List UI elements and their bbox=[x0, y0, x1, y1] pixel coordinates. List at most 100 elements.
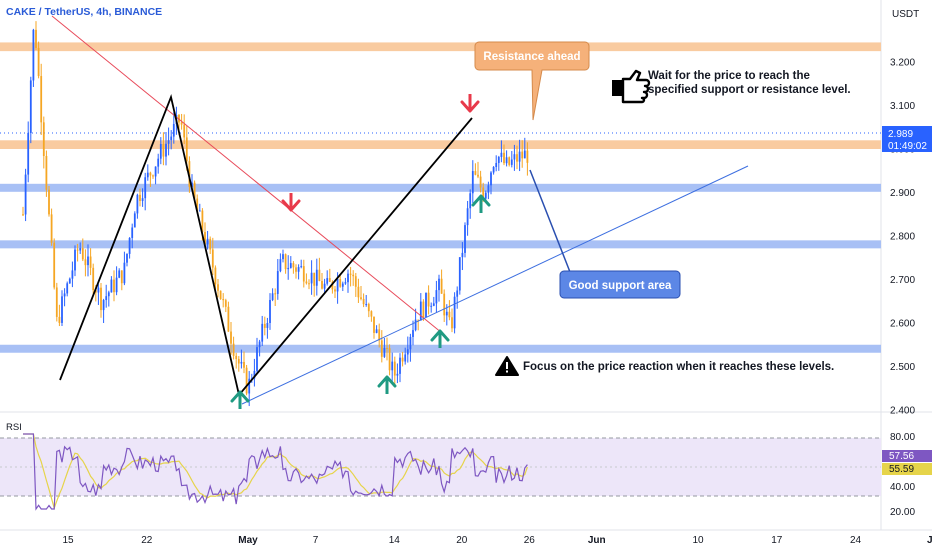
candle-body bbox=[211, 249, 214, 268]
candle-body bbox=[185, 137, 188, 162]
time-label: 10 bbox=[692, 535, 704, 546]
candle-body bbox=[37, 47, 40, 77]
up-arrow-icon bbox=[377, 375, 397, 394]
candle-body bbox=[66, 283, 69, 294]
candle-body bbox=[399, 357, 401, 374]
candle-body bbox=[89, 256, 92, 268]
candle-body bbox=[227, 306, 230, 332]
ascending-trendline bbox=[241, 165, 749, 405]
time-label: 17 bbox=[771, 535, 783, 546]
rsi-tick-label: 80.00 bbox=[890, 432, 915, 443]
candle-body bbox=[172, 123, 175, 137]
candle-body bbox=[391, 361, 394, 371]
candle-body bbox=[133, 213, 136, 228]
candle-body bbox=[414, 319, 417, 331]
candle-body bbox=[97, 287, 100, 293]
down-arrow-icon bbox=[460, 94, 480, 113]
candle-body bbox=[198, 210, 201, 212]
candle-body bbox=[115, 277, 118, 293]
candle-body bbox=[328, 278, 331, 282]
candle-body bbox=[354, 276, 357, 287]
time-label: 7 bbox=[313, 535, 319, 546]
candle-body bbox=[383, 347, 386, 357]
rsi-tick-label: 20.00 bbox=[890, 507, 915, 518]
candle-body bbox=[523, 150, 526, 159]
up-arrow-icon bbox=[430, 329, 450, 348]
candle-body bbox=[375, 329, 378, 333]
price-zones bbox=[0, 42, 881, 353]
candle-body bbox=[401, 357, 404, 362]
price-axis-ticks: 3.2003.1003.0002.9002.8002.7002.6002.500… bbox=[890, 58, 915, 417]
candle-body bbox=[237, 359, 240, 364]
rsi-tick-label: 40.00 bbox=[890, 482, 915, 493]
candle-body bbox=[74, 249, 76, 271]
candle-body bbox=[183, 124, 186, 138]
resistance-callout-text: Resistance ahead bbox=[483, 51, 580, 63]
candle-body bbox=[292, 263, 295, 268]
candle-body bbox=[22, 214, 24, 216]
candle-body bbox=[245, 367, 248, 394]
time-label: Jun bbox=[588, 535, 606, 546]
candle-body bbox=[206, 238, 209, 245]
support-zone bbox=[0, 183, 881, 192]
candle-body bbox=[105, 296, 108, 301]
candle-body bbox=[393, 361, 396, 376]
drawings bbox=[51, 15, 749, 405]
candle-body bbox=[243, 361, 245, 368]
candle-body bbox=[48, 189, 50, 215]
candle-body bbox=[240, 361, 243, 364]
up-arrow-icon bbox=[230, 390, 250, 409]
resistance-zone bbox=[0, 140, 881, 149]
candle-body bbox=[479, 176, 482, 188]
candle-body bbox=[419, 301, 422, 321]
candle-body bbox=[456, 290, 459, 297]
rsi-line bbox=[23, 433, 528, 511]
candle-body bbox=[136, 194, 139, 214]
candle-body bbox=[214, 267, 217, 285]
candle-body bbox=[445, 311, 448, 316]
candle-body bbox=[55, 287, 58, 317]
candle-body bbox=[139, 194, 141, 202]
candle-body bbox=[79, 248, 82, 251]
candle-body bbox=[40, 76, 43, 123]
candle-body bbox=[406, 349, 409, 355]
candle-body bbox=[412, 330, 414, 337]
candle-body bbox=[120, 270, 123, 284]
candle-body bbox=[516, 154, 518, 162]
candle-body bbox=[432, 303, 435, 306]
candle-body bbox=[526, 150, 529, 163]
candle-body bbox=[521, 151, 524, 159]
candle-body bbox=[271, 293, 274, 300]
candle-body bbox=[349, 273, 352, 275]
candle-body bbox=[42, 122, 45, 156]
rsi-ma-tag: 55.59 bbox=[882, 463, 932, 475]
candle-body bbox=[367, 304, 370, 312]
candle-body bbox=[94, 290, 97, 293]
candle-body bbox=[482, 187, 485, 199]
candle-body bbox=[471, 171, 474, 194]
candle-body bbox=[347, 273, 349, 283]
time-label: 22 bbox=[141, 535, 153, 546]
candle-body bbox=[279, 259, 282, 272]
candle-body bbox=[81, 248, 84, 260]
candle-body bbox=[334, 289, 336, 292]
candle-body bbox=[24, 174, 27, 215]
candle-body bbox=[87, 256, 89, 266]
candle-body bbox=[466, 208, 469, 226]
time-axis-labels: 15 22 May 7 14 20 26 Jun 10 17 24 Jul bbox=[62, 535, 932, 546]
candle-body bbox=[154, 166, 157, 177]
candle-body bbox=[495, 162, 498, 167]
candle-body bbox=[427, 292, 430, 307]
candle-body bbox=[305, 281, 308, 284]
candle-body bbox=[165, 143, 167, 157]
price-tick-label: 2.800 bbox=[890, 232, 915, 243]
candle-body bbox=[256, 347, 258, 371]
support-zone bbox=[0, 240, 881, 249]
candle-body bbox=[430, 305, 433, 307]
time-label: 15 bbox=[62, 535, 74, 546]
rsi-label: RSI bbox=[6, 422, 22, 433]
last-price: 2.989 bbox=[888, 129, 913, 140]
candle-body bbox=[146, 172, 149, 178]
candle-body bbox=[152, 175, 154, 177]
warning-icon bbox=[495, 356, 519, 376]
